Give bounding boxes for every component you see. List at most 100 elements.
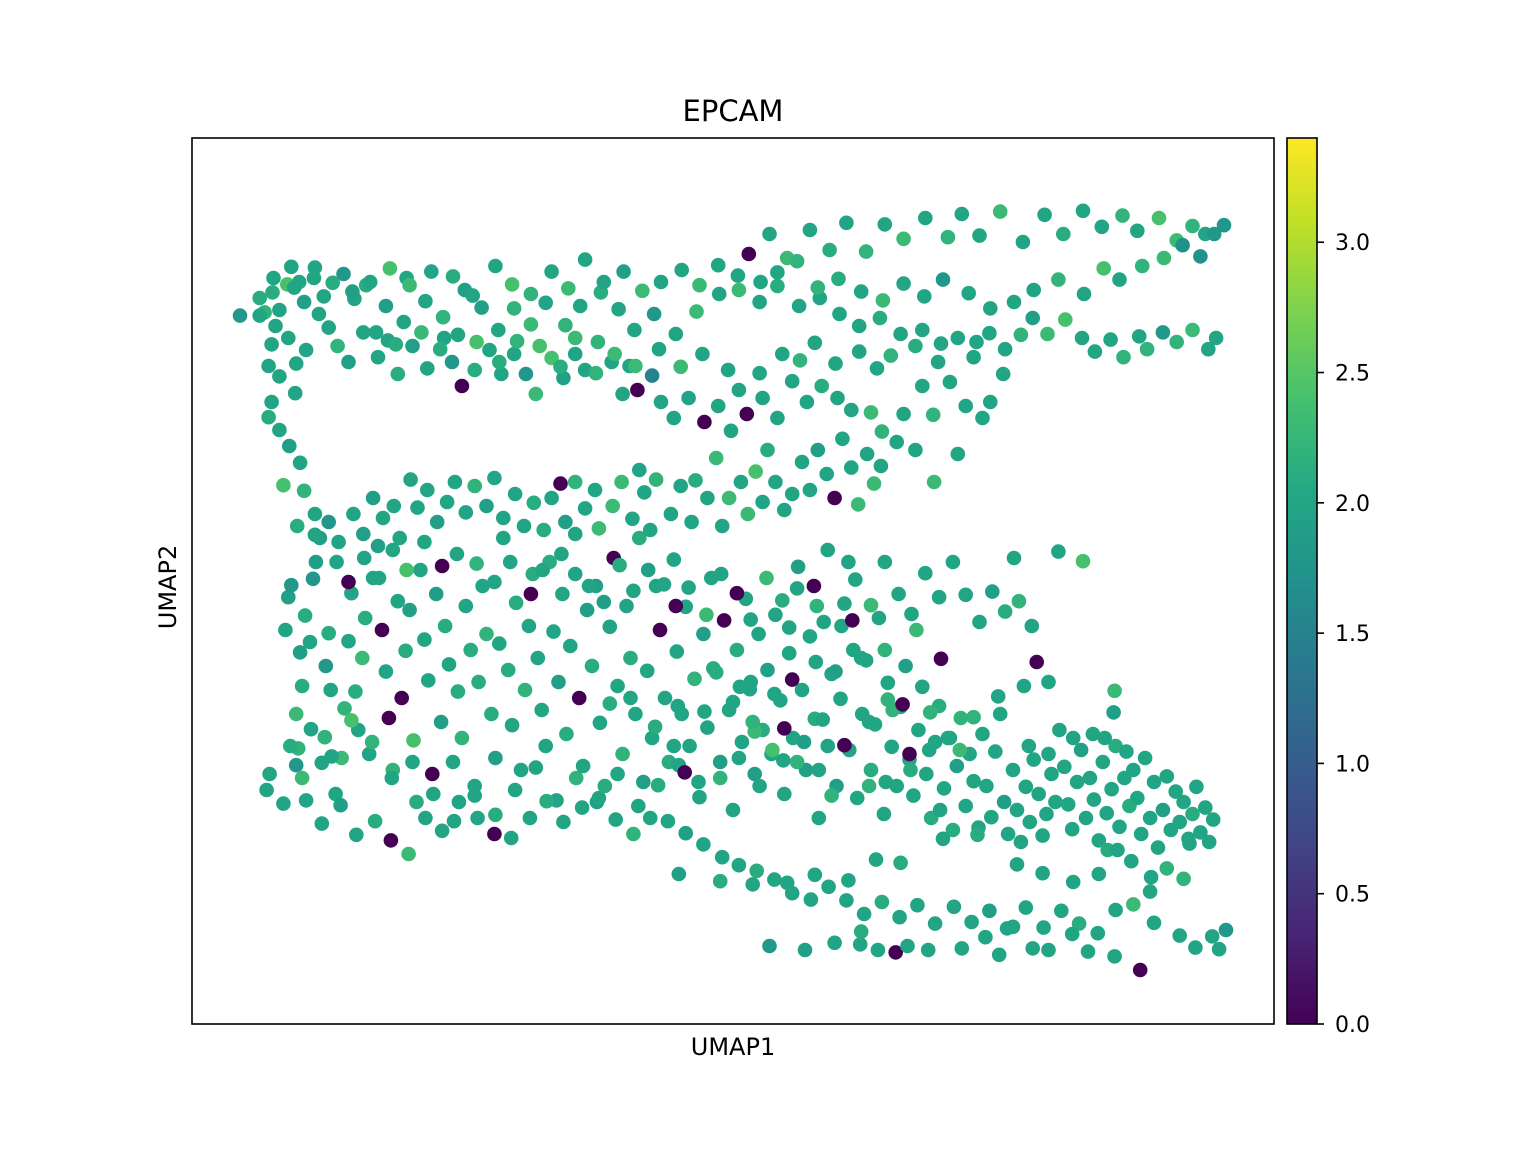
scatter-point: [626, 826, 641, 842]
scatter-point: [964, 914, 979, 930]
scatter-point: [491, 322, 506, 338]
scatter-point: [1025, 941, 1040, 956]
scatter-point: [454, 730, 470, 746]
scatter-point: [853, 650, 869, 666]
scatter-point: [936, 781, 952, 796]
scatter-point: [506, 301, 522, 316]
scatter-point: [797, 942, 813, 958]
scatter-point: [487, 574, 502, 590]
scatter-point: [714, 849, 730, 865]
scatter-point: [919, 766, 934, 782]
scatter-point: [1041, 746, 1056, 762]
scatter-point: [1060, 797, 1076, 812]
scatter-point: [602, 696, 618, 711]
scatter-point: [884, 739, 899, 755]
scatter-point: [1029, 654, 1044, 670]
scatter-point: [660, 813, 676, 829]
scatter-point: [691, 774, 706, 790]
scatter-point: [648, 472, 664, 487]
scatter-point: [770, 410, 785, 426]
scatter-point: [451, 794, 467, 810]
scatter-point: [402, 277, 417, 293]
scatter-point: [876, 806, 892, 822]
scatter-point: [492, 636, 507, 651]
scatter-point: [794, 682, 810, 698]
scatter-point: [692, 277, 707, 293]
scatter-point: [830, 390, 845, 406]
scatter-point: [768, 474, 783, 490]
scatter-point: [587, 482, 603, 498]
scatter-point: [712, 754, 728, 770]
scatter-point: [666, 552, 682, 567]
scatter-point: [725, 802, 741, 818]
scatter-point: [1211, 941, 1227, 957]
scatter-point: [1205, 812, 1221, 827]
scatter-point: [969, 334, 984, 350]
scatter-point: [877, 217, 893, 232]
scatter-point: [371, 570, 387, 586]
scatter-point: [386, 498, 402, 514]
scatter-point: [1201, 834, 1217, 850]
scatter-point: [1142, 810, 1158, 826]
scatter-point: [556, 370, 571, 386]
scatter-point: [760, 442, 775, 458]
scatter-point: [536, 522, 551, 538]
scatter-point: [316, 289, 332, 304]
scatter-point: [429, 514, 445, 530]
scatter-point: [883, 348, 899, 363]
scatter-point: [559, 726, 574, 742]
scatter-point: [484, 706, 499, 722]
scatter-point: [870, 942, 886, 958]
scatter-point: [281, 330, 296, 346]
scatter-point: [591, 790, 607, 806]
scatter-point: [692, 789, 707, 805]
scatter-point: [889, 434, 904, 450]
scatter-point: [538, 738, 553, 754]
scatter-point: [1065, 874, 1081, 890]
scatter-point: [1185, 806, 1200, 822]
scatter-point: [523, 317, 539, 332]
scatter-point: [945, 822, 961, 838]
scatter-point: [392, 530, 408, 546]
scatter-point: [1065, 730, 1081, 746]
scatter-point: [809, 598, 825, 614]
scatter-point: [1054, 903, 1069, 919]
scatter-point: [821, 879, 836, 895]
scatter-point: [307, 260, 323, 275]
scatter-point: [970, 827, 985, 843]
scatter-point: [1006, 550, 1022, 566]
scatter-point: [1009, 857, 1025, 872]
scatter-point: [417, 632, 432, 647]
scatter-point: [1040, 326, 1055, 342]
scatter-point: [303, 721, 319, 737]
scatter-point: [755, 390, 770, 406]
scatter-point: [1193, 825, 1208, 840]
scatter-point: [441, 657, 457, 672]
scatter-point: [503, 830, 519, 846]
scatter-point: [739, 406, 755, 422]
scatter-point: [927, 916, 943, 931]
scatter-point: [696, 626, 711, 642]
scatter-point: [406, 733, 421, 748]
scatter-point: [1056, 226, 1071, 242]
scatter-point: [463, 642, 479, 658]
colorbar-tick-label: 1.0: [1335, 752, 1370, 777]
scatter-point: [926, 474, 942, 490]
scatter-point: [918, 210, 933, 226]
scatter-point: [614, 474, 629, 490]
scatter-point: [1094, 219, 1110, 235]
scatter-point: [945, 554, 961, 570]
scatter-point: [272, 369, 287, 384]
scatter-point: [286, 280, 302, 295]
scatter-point: [1080, 944, 1096, 959]
scatter-point: [1016, 678, 1032, 694]
scatter-point: [776, 753, 791, 768]
scatter-point: [1097, 730, 1112, 746]
scatter-point: [815, 712, 830, 727]
scatter-point: [556, 814, 571, 830]
scatter-point: [863, 762, 879, 778]
scatter-point: [958, 398, 973, 414]
scatter-point: [1005, 762, 1021, 778]
scatter-point: [328, 786, 343, 802]
scatter-point: [954, 941, 970, 956]
